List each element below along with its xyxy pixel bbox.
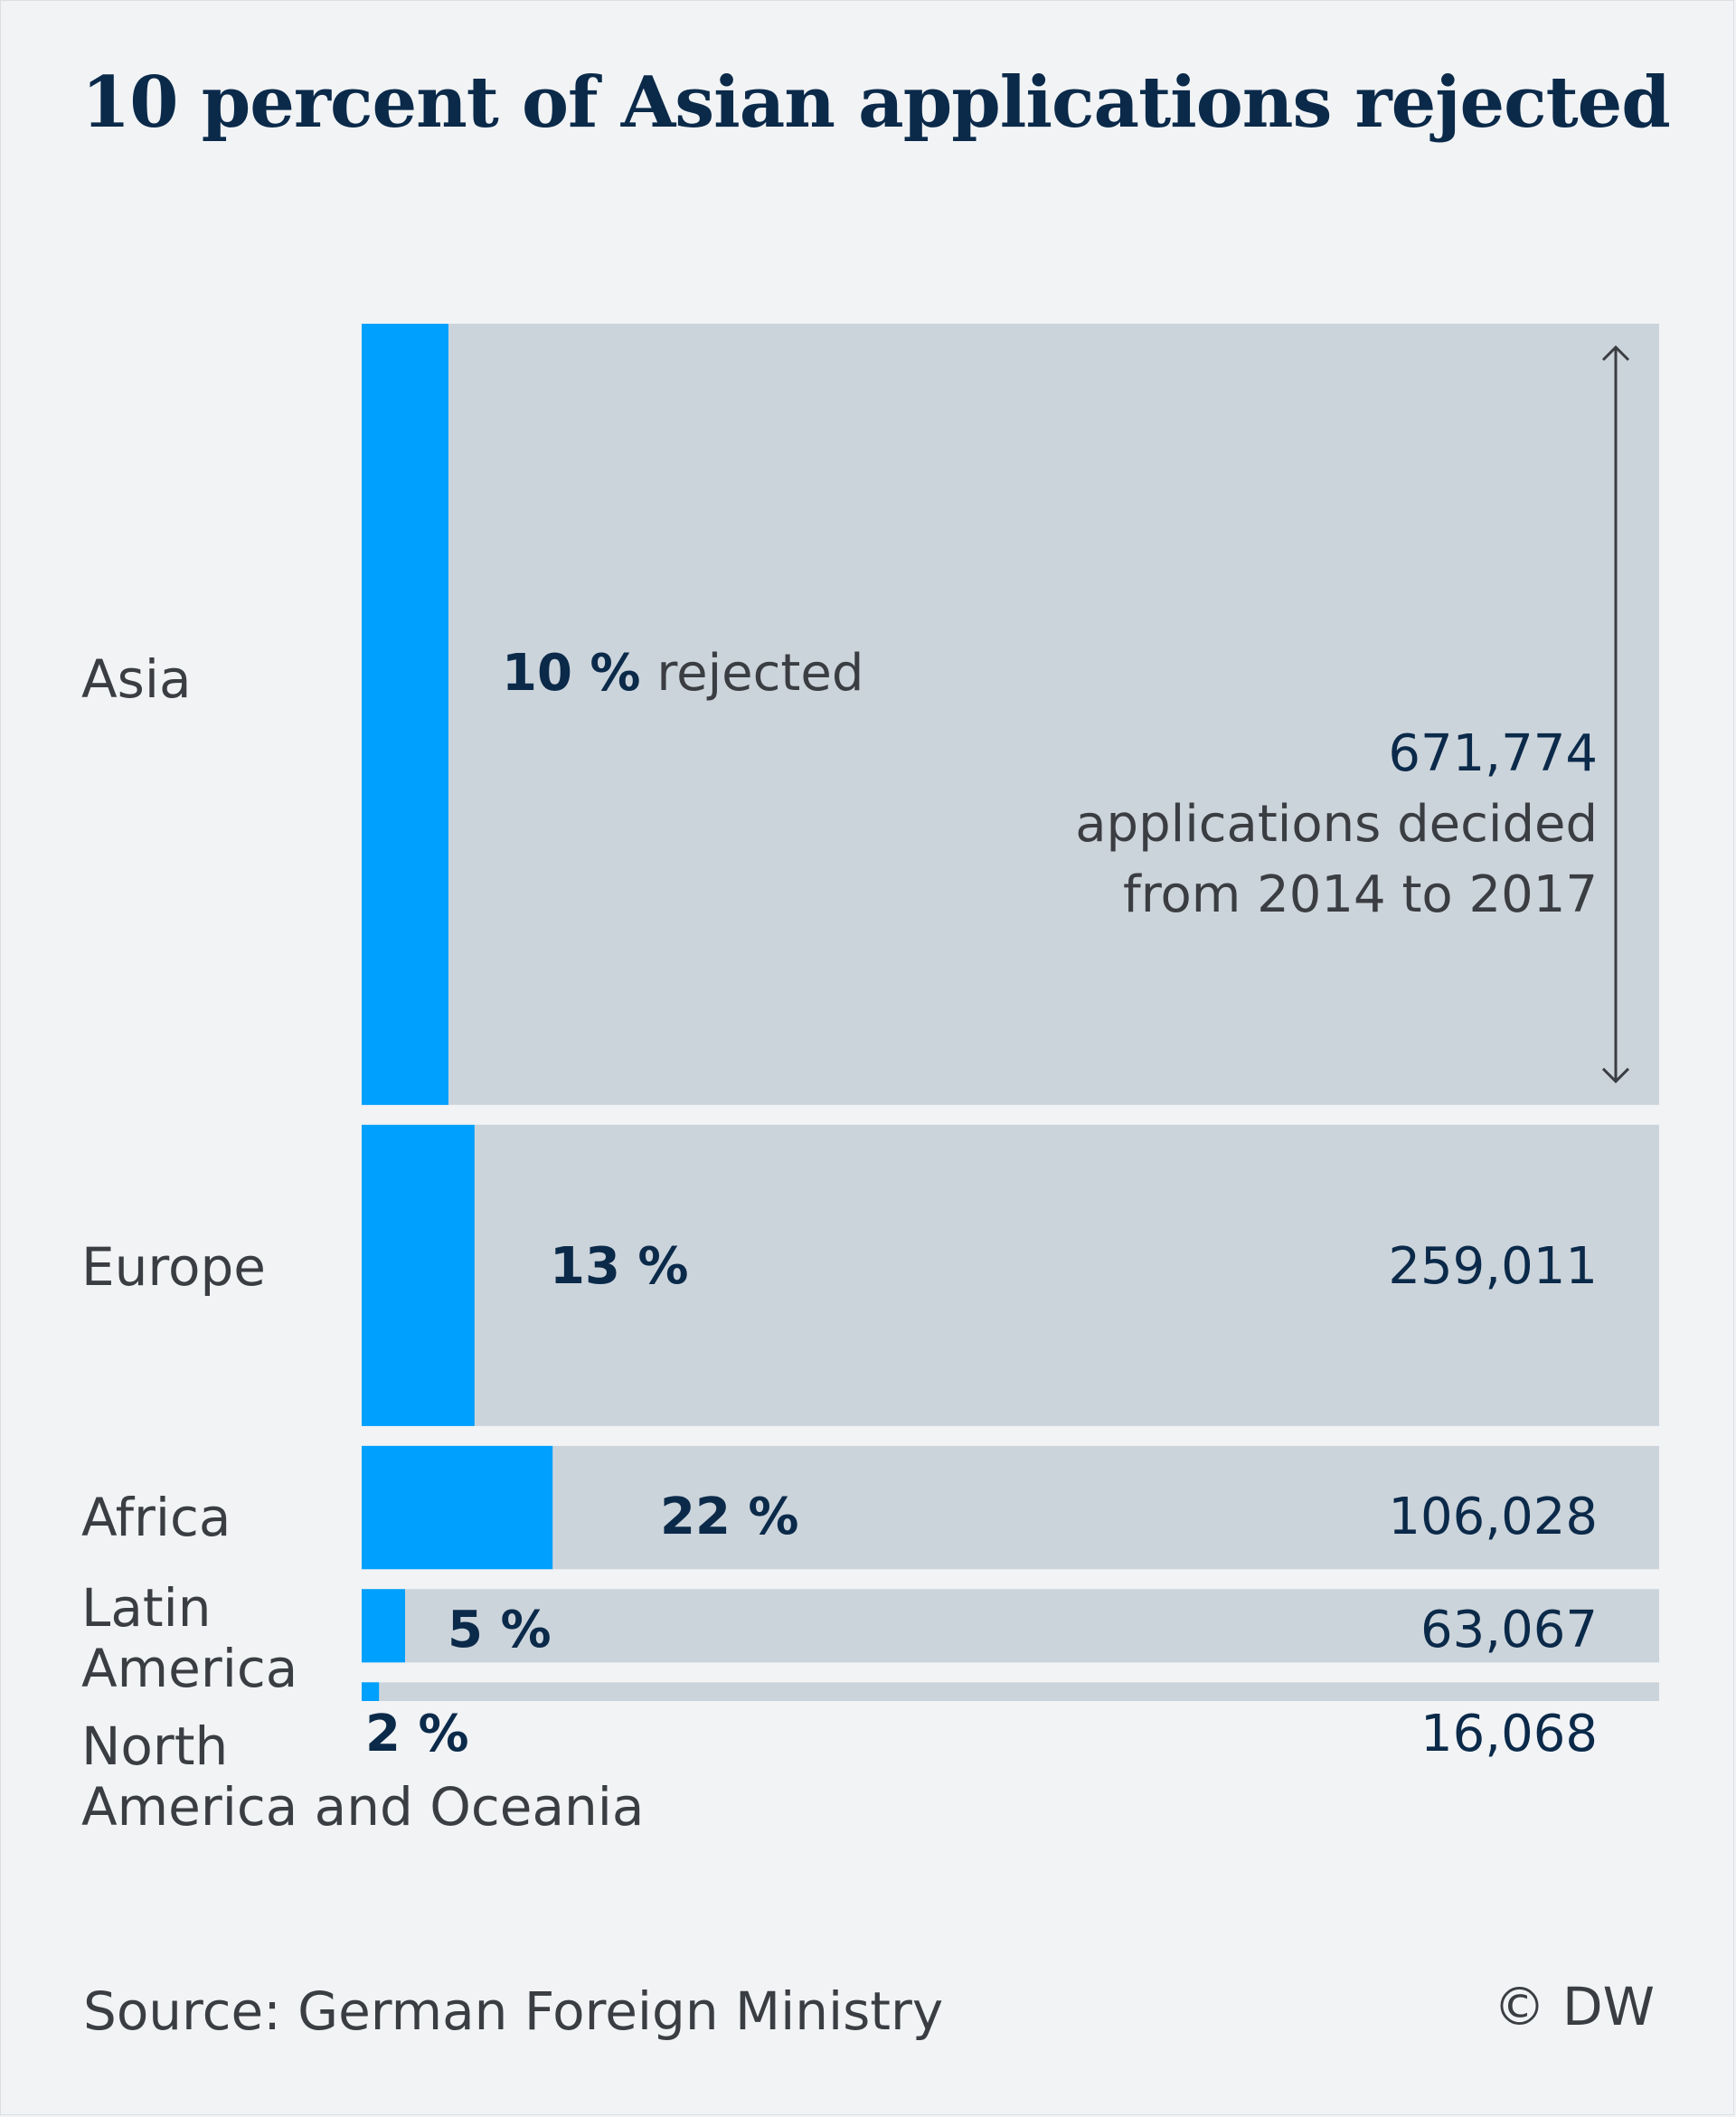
note-line: from 2014 to 2017: [1123, 865, 1598, 924]
data-label-europe-pct: 13 %: [550, 1237, 689, 1296]
category-label-line: America and Oceania: [81, 1776, 645, 1838]
double-arrow-icon: [1601, 345, 1630, 1083]
rejected-bar-0: [362, 324, 448, 1105]
pct-value: 10 %: [502, 644, 641, 703]
data-label-latin-america-pct: 5 %: [448, 1601, 552, 1659]
rejected-bar-1: [362, 1124, 475, 1426]
source-note: Source: German Foreign Ministry: [83, 1980, 944, 2042]
total-bar-0: [362, 324, 1659, 1105]
total-bar-3: [362, 1589, 1659, 1663]
category-label-north-america-oceania: North America and Oceania: [81, 1716, 644, 1838]
category-label-latin-america: Latin America: [81, 1578, 297, 1699]
chart-plot: [362, 324, 1659, 1701]
total-label-europe: 259,011: [1388, 1237, 1598, 1296]
category-label-asia: Asia: [81, 648, 192, 710]
data-label-asia-pct: 10 % rejected: [502, 644, 863, 703]
total-label-asia: 671,774: [1388, 724, 1598, 783]
chart-title: 10 percent of Asian applications rejecte…: [81, 61, 1671, 144]
category-label-line: Latin: [81, 1577, 212, 1639]
total-label-north-america: 16,068: [1420, 1705, 1598, 1763]
total-bar-1: [362, 1124, 1659, 1426]
asia-total-note: 671,774 applications decided from 2014 t…: [1075, 719, 1598, 931]
category-label-africa: Africa: [81, 1487, 231, 1548]
rejected-bar-2: [362, 1445, 553, 1570]
data-label-africa-pct: 22 %: [660, 1488, 799, 1546]
total-bar-2: [362, 1445, 1659, 1570]
total-bar-4: [362, 1682, 1659, 1701]
pct-suffix: rejected: [656, 644, 864, 703]
note-line: applications decided: [1075, 795, 1598, 854]
total-label-latin-america: 63,067: [1420, 1601, 1598, 1659]
copyright-credit: © DW: [1493, 1976, 1655, 2037]
rejected-bar-3: [362, 1589, 405, 1663]
category-label-europe: Europe: [81, 1236, 266, 1298]
category-label-line: North: [81, 1715, 229, 1777]
total-label-africa: 106,028: [1388, 1488, 1598, 1546]
rejected-bar-4: [362, 1682, 380, 1701]
data-label-north-america-pct: 2 %: [365, 1705, 469, 1763]
category-label-line: America: [81, 1638, 298, 1699]
